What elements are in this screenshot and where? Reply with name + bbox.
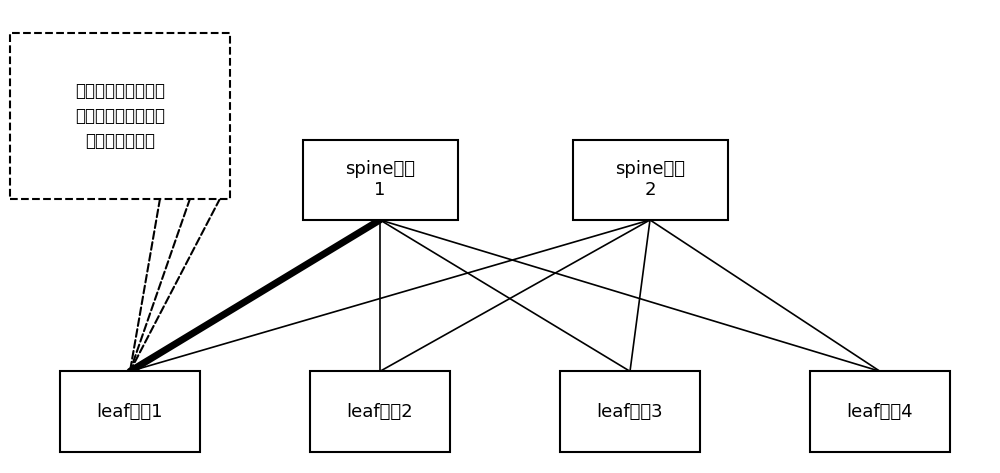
Text: 具有同样特征字段的
多条流都哈希到同一
条拥塞的链路上: 具有同样特征字段的 多条流都哈希到同一 条拥塞的链路上 [75, 82, 165, 150]
FancyBboxPatch shape [572, 140, 728, 220]
Text: leaf设备3: leaf设备3 [597, 403, 663, 420]
FancyBboxPatch shape [60, 371, 200, 452]
Text: spine设备
2: spine设备 2 [615, 160, 685, 199]
FancyBboxPatch shape [10, 33, 230, 199]
FancyBboxPatch shape [302, 140, 458, 220]
FancyBboxPatch shape [310, 371, 450, 452]
Text: leaf设备4: leaf设备4 [847, 403, 913, 420]
Text: leaf设备2: leaf设备2 [347, 403, 413, 420]
FancyBboxPatch shape [810, 371, 950, 452]
Text: spine设备
1: spine设备 1 [345, 160, 415, 199]
FancyBboxPatch shape [560, 371, 700, 452]
Text: leaf设备1: leaf设备1 [97, 403, 163, 420]
